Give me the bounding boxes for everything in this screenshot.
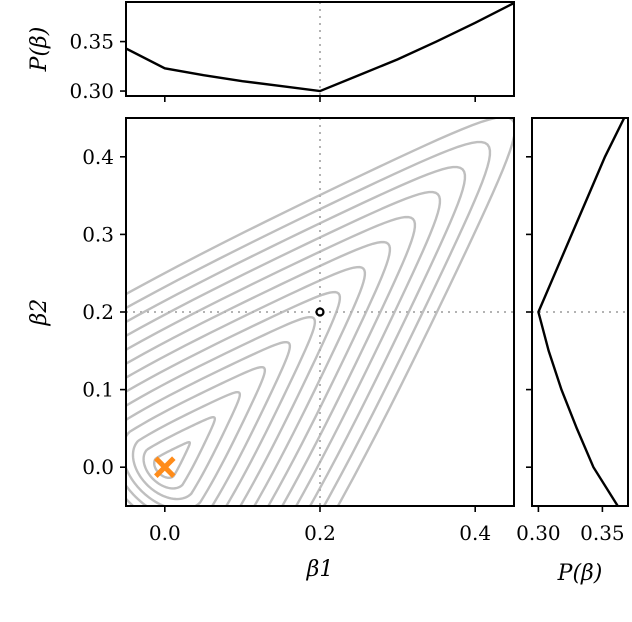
right-x-tick-label: 0.35 (580, 521, 625, 545)
main-ticks: 0.0 0.2 0.4 0.0 0.1 0.2 0.3 0.4 (82, 145, 491, 545)
main-y-tick-label: 0.1 (82, 378, 114, 402)
contour-line (126, 340, 292, 506)
contour-line (126, 190, 442, 506)
main-y-tick-label: 0.0 (82, 455, 114, 479)
right-marginal-ticks: 0.30 0.35 (516, 156, 625, 545)
top-marginal-ticks: 0.30 0.35 (69, 30, 477, 103)
right-marginal-panel: 0.30 0.35 P(β) (516, 117, 629, 586)
top-marginal-plot-area (126, 2, 514, 96)
contour-lines (126, 118, 514, 506)
contour-line (126, 265, 367, 506)
right-marginal-xlabel: P(β) (557, 561, 603, 586)
right-x-tick-label: 0.30 (516, 521, 561, 545)
estimate-x-marker (154, 456, 176, 478)
main-y-tick-label: 0.2 (82, 300, 114, 324)
main-ylabel: β2 (27, 299, 52, 327)
main-y-tick-label: 0.3 (82, 222, 114, 246)
main-x-tick-label: 0.2 (304, 521, 336, 545)
top-y-tick-label: 0.35 (69, 30, 114, 54)
contour-line (131, 390, 242, 501)
top-marginal-ylabel: P(β) (27, 27, 52, 73)
main-markers (154, 307, 325, 478)
main-contour-panel: 0.0 0.2 0.4 0.0 0.1 0.2 0.3 0.4 β1 β2 (27, 117, 515, 582)
contour-line (126, 315, 317, 506)
main-y-tick-label: 0.4 (82, 145, 114, 169)
contour-line (126, 240, 392, 506)
main-x-tick-label: 0.4 (459, 521, 491, 545)
top-marginal-curve (126, 2, 514, 93)
top-marginal-panel: 0.30 0.35 P(β) (27, 1, 515, 103)
true-parameter-marker (315, 307, 325, 317)
right-marginal-plot-area (532, 118, 628, 506)
right-marginal-curve (537, 118, 626, 506)
contour-line (126, 290, 342, 506)
main-x-tick-label: 0.0 (149, 521, 181, 545)
main-xlabel: β1 (306, 557, 334, 582)
contour-line (126, 165, 467, 506)
contour-line (126, 140, 492, 506)
contour-line (142, 415, 217, 490)
top-y-tick-label: 0.30 (69, 79, 114, 103)
contour-line (126, 215, 417, 506)
contour-line (126, 118, 514, 506)
main-guide-lines (126, 118, 514, 506)
